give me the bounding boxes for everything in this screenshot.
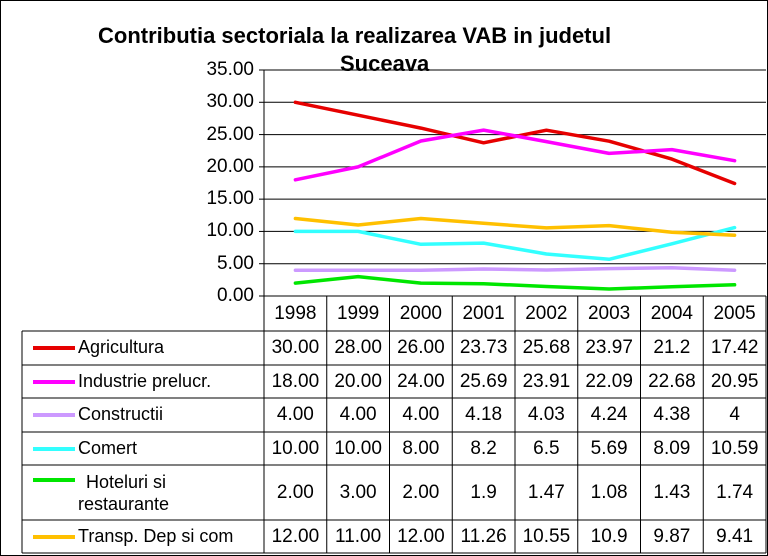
data-value-cell: 25.69 <box>459 370 508 392</box>
data-value-cell: 17.42 <box>710 337 759 358</box>
data-value-cell: 23.97 <box>585 337 633 358</box>
legend-swatch <box>33 534 75 539</box>
data-value-cell: 18.00 <box>271 370 320 392</box>
x-category-label: 1999 <box>336 302 380 324</box>
data-value-cell: 26.00 <box>397 337 445 358</box>
legend-swatch <box>33 346 75 350</box>
data-value-cell: 23.73 <box>459 337 508 358</box>
data-value-cell: 10.9 <box>590 525 628 547</box>
data-value-cell: 11.00 <box>335 525 382 547</box>
data-value-cell: 23.91 <box>522 370 571 392</box>
data-value-cell: 8.00 <box>402 437 440 459</box>
data-value-cell: 4.00 <box>276 404 314 425</box>
series-label: Industrie prelucr. <box>78 370 212 391</box>
data-value-cell: 30.00 <box>271 337 320 358</box>
data-value-cell: 1.74 <box>716 481 754 503</box>
data-value-cell: 21.2 <box>653 337 691 358</box>
series-label-line: Hoteluri si <box>86 472 167 492</box>
x-category-label: 2003 <box>587 302 631 324</box>
data-value-cell: 1.43 <box>653 481 691 503</box>
x-category-label: 1998 <box>274 302 317 324</box>
y-tick-label: 30.00 <box>206 91 254 113</box>
chart-title-line-1: Contributia sectoriala la realizarea VAB… <box>98 23 612 48</box>
chart-title-line-2: Suceava <box>340 51 430 76</box>
data-value-cell: 1.9 <box>470 481 497 503</box>
series-line <box>293 265 737 272</box>
y-tick-label: 15.00 <box>206 188 254 210</box>
legend-swatch <box>33 446 75 451</box>
data-value-cell: 4.00 <box>339 404 377 425</box>
series-label: Comert <box>78 437 138 458</box>
series-line <box>293 128 737 182</box>
data-value-cell: 9.41 <box>716 525 754 547</box>
data-value-cell: 1.47 <box>527 481 565 503</box>
data-value-cell: 6.5 <box>533 437 560 459</box>
y-tick-label: 10.00 <box>206 220 254 242</box>
y-tick-label: 0.00 <box>217 285 254 306</box>
legend-swatch <box>33 413 75 417</box>
data-value-cell: 22.09 <box>585 370 633 392</box>
data-value-cell: 12.00 <box>397 525 445 547</box>
y-tick-label: 35.00 <box>206 59 254 80</box>
x-category-label: 2000 <box>399 302 443 324</box>
x-category-label: 2004 <box>650 302 694 324</box>
legend-swatch <box>33 379 75 384</box>
data-value-cell: 20.00 <box>334 370 382 392</box>
data-value-cell: 4.03 <box>527 404 565 425</box>
series-label: Constructii <box>78 404 164 424</box>
data-value-cell: 4.38 <box>653 404 691 425</box>
data-value-cell: 28.00 <box>334 337 382 358</box>
data-value-cell: 8.2 <box>470 437 497 459</box>
x-category-label: 2005 <box>713 302 756 324</box>
series-label: Agricultura <box>78 337 165 357</box>
y-tick-label: 5.00 <box>217 252 254 274</box>
data-value-cell: 12.00 <box>271 525 320 547</box>
data-value-cell: 11.26 <box>460 525 507 547</box>
y-tick-label: 20.00 <box>206 155 254 177</box>
data-value-cell: 10.55 <box>522 525 571 547</box>
data-value-cell: 5.69 <box>590 437 628 459</box>
data-value-cell: 2.00 <box>402 481 440 503</box>
data-value-cell: 9.87 <box>653 525 691 547</box>
series-line <box>293 225 737 262</box>
data-value-cell: 4.24 <box>590 404 628 425</box>
data-value-cell: 3.00 <box>339 481 377 503</box>
data-value-cell: 2.00 <box>276 481 314 503</box>
series-label: Hoteluri si restaurante <box>78 471 169 515</box>
x-category-label: 2002 <box>525 302 568 324</box>
data-value-cell: 10.00 <box>271 437 320 459</box>
data-value-cell: 25.68 <box>522 337 571 358</box>
data-value-cell: 10.59 <box>710 437 759 459</box>
data-value-cell: 4.18 <box>465 404 503 425</box>
data-value-cell: 20.95 <box>710 370 759 392</box>
data-value-cell: 8.09 <box>653 437 691 459</box>
data-value-cell: 4.00 <box>402 404 440 425</box>
data-value-cell: 1.08 <box>590 481 628 503</box>
data-value-cell: 10.00 <box>334 437 382 459</box>
legend-swatch <box>33 478 75 482</box>
data-value-cell: 4 <box>729 404 740 425</box>
y-tick-label: 25.00 <box>206 123 254 145</box>
series-line <box>293 274 737 291</box>
series-label: Transp. Dep si com <box>78 525 234 546</box>
x-category-label: 2001 <box>462 302 505 324</box>
series-line <box>293 216 737 237</box>
series-line <box>293 100 737 186</box>
data-value-cell: 24.00 <box>397 370 445 392</box>
series-label-line: restaurante <box>78 494 170 514</box>
data-value-cell: 22.68 <box>648 370 696 392</box>
